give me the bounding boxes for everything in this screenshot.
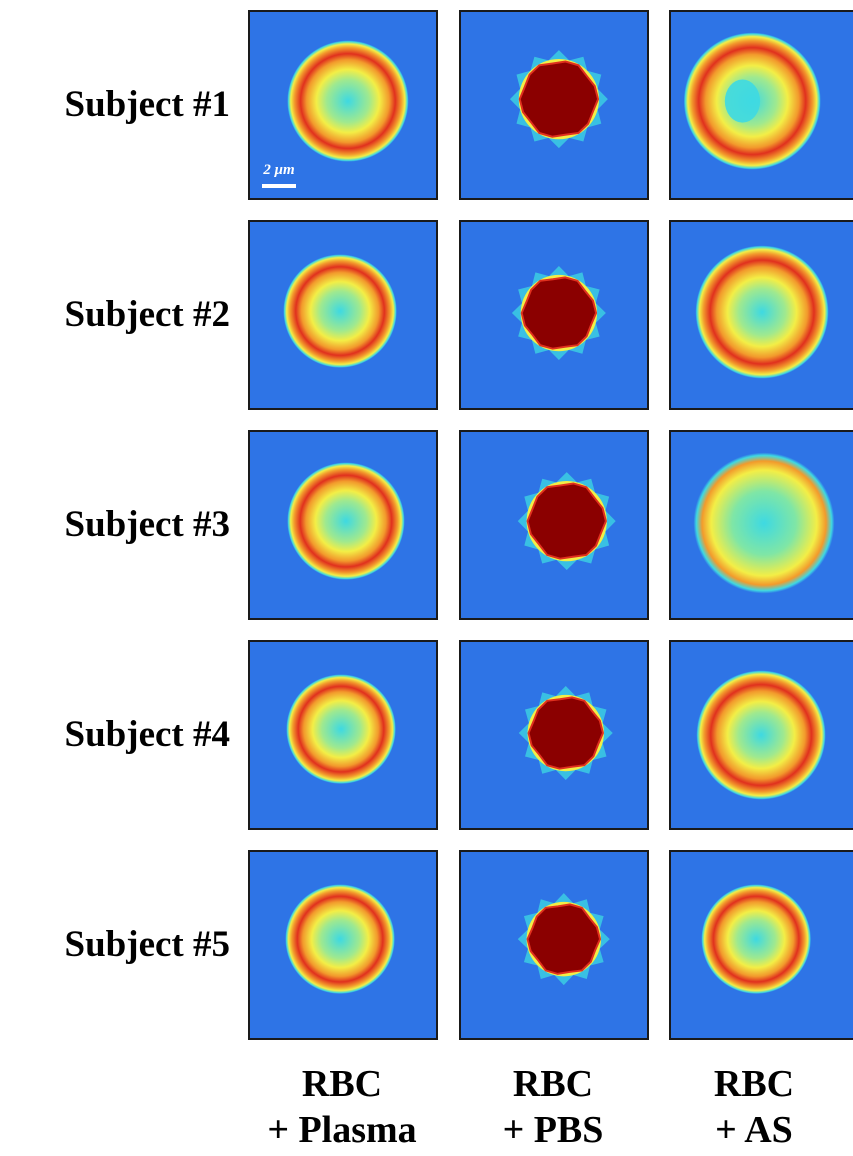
- rbc-discocyte: [693, 452, 835, 594]
- column-label-pbs-line1: RBC: [512, 1063, 594, 1105]
- rbc-echinocyte: [527, 696, 604, 770]
- rbc-image-subject-5-pbs: [459, 850, 649, 1040]
- rbc-discocyte: [287, 40, 409, 162]
- column-label-as: RBC + AS: [654, 1062, 853, 1153]
- rbc-image-subject-1-plasma: 2 μm: [248, 10, 438, 200]
- rbc-discocyte: [285, 884, 395, 994]
- rbc-image-subject-3-plasma: [248, 430, 438, 620]
- scale-bar: 2 μm: [260, 162, 298, 192]
- rbc-image-subject-3-as: [669, 430, 853, 620]
- scale-bar-label: 2 μm: [263, 162, 295, 178]
- rbc-image-subject-5-as: [669, 850, 853, 1040]
- rbc-image-subject-2-plasma: [248, 220, 438, 410]
- rbc-image-subject-3-pbs: [459, 430, 649, 620]
- row-label-subject-1: Subject #1: [64, 84, 230, 125]
- rbc-image-subject-1-as: [669, 10, 853, 200]
- rbc-echinocyte: [520, 276, 598, 350]
- row-label-subject-5: Subject #5: [64, 924, 230, 965]
- rbc-image-subject-4-pbs: [459, 640, 649, 830]
- rbc-discocyte: [286, 674, 396, 784]
- rbc-discocyte: [696, 670, 826, 800]
- rbc-image-subject-4-as: [669, 640, 853, 830]
- rbc-image-subject-1-pbs: [459, 10, 649, 200]
- column-label-as-line2: + AS: [715, 1108, 793, 1151]
- row-label-subject-3: Subject #3: [64, 504, 230, 545]
- rbc-echinocyte: [526, 482, 607, 560]
- rbc-discocyte: [287, 462, 405, 580]
- rbc-discocyte: [283, 254, 397, 368]
- column-label-as-line1: RBC: [713, 1063, 795, 1105]
- rbc-image-subject-5-plasma: [248, 850, 438, 1040]
- column-label-plasma-line2: + Plasma: [267, 1108, 417, 1151]
- rbc-image-subject-4-plasma: [248, 640, 438, 830]
- column-label-plasma-line1: RBC: [301, 1063, 383, 1105]
- row-label-subject-4: Subject #4: [64, 714, 230, 755]
- column-label-pbs-line2: + PBS: [502, 1108, 604, 1151]
- column-label-pbs: RBC + PBS: [453, 1062, 653, 1153]
- row-label-subject-2: Subject #2: [64, 294, 230, 335]
- scale-bar-line: [262, 184, 296, 188]
- rbc-echinocyte: [526, 903, 602, 975]
- rbc-discocyte: [701, 884, 811, 994]
- rbc-image-subject-2-as: [669, 220, 853, 410]
- column-label-plasma: RBC + Plasma: [242, 1062, 442, 1153]
- rbc-discocyte: [695, 245, 829, 379]
- rbc-echinocyte: [518, 60, 600, 138]
- rbc-image-subject-2-pbs: [459, 220, 649, 410]
